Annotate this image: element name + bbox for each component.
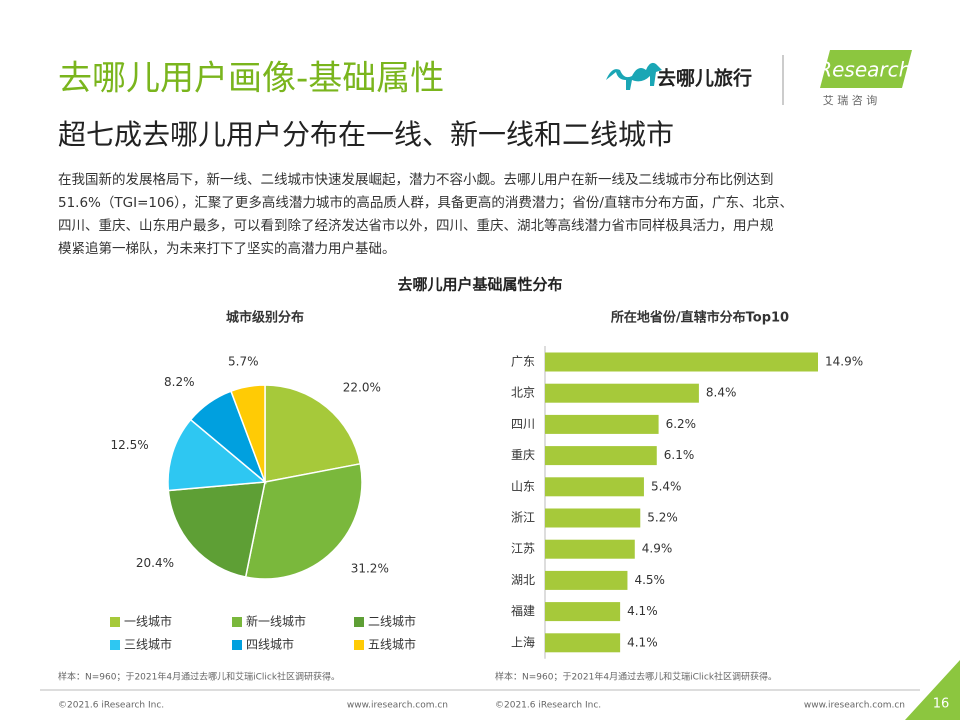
- title: 去哪儿用户画像-基础属性: [58, 59, 444, 99]
- category-label: 广东: [511, 355, 535, 369]
- legend-label: 一线城市: [124, 614, 172, 629]
- data-label: 5.7%: [228, 354, 259, 368]
- legend-swatch: [354, 640, 364, 650]
- partner-bg: [820, 50, 912, 88]
- data-label: 5.2%: [647, 511, 678, 525]
- category-label: 湖北: [511, 572, 535, 587]
- data-label: 8.4%: [706, 386, 737, 400]
- data-label: 5.4%: [651, 479, 682, 493]
- category-label: 山东: [511, 479, 535, 493]
- data-label: 22.0%: [343, 380, 381, 394]
- data-label: 6.1%: [664, 448, 695, 462]
- legend-swatch: [232, 640, 242, 650]
- bar: [545, 477, 644, 497]
- data-label: 4.9%: [642, 542, 673, 556]
- pie-slice: [264, 384, 362, 483]
- data-label: 20.4%: [136, 556, 174, 570]
- category-label: 上海: [511, 634, 535, 649]
- legend-swatch: [232, 617, 242, 627]
- page-number: 16: [933, 697, 950, 712]
- legend-label: 五线城市: [368, 637, 416, 652]
- partner-cn: 艾 瑞 咨 询: [823, 93, 878, 107]
- section-title: 去哪儿用户基础属性分布: [397, 276, 562, 294]
- data-label: 31.2%: [351, 561, 389, 575]
- bar: [545, 352, 818, 372]
- chart-title: 所在地省份/直辖市分布Top10: [611, 310, 789, 326]
- bar: [545, 539, 635, 559]
- brand-name: 去哪儿旅行: [657, 67, 752, 90]
- category-label: 浙江: [511, 511, 535, 525]
- pie-slice: [167, 418, 267, 492]
- data-label: 8.2%: [164, 375, 195, 389]
- pie-slice: [230, 384, 266, 483]
- legend-label: 三线城市: [124, 637, 172, 652]
- category-label: 福建: [511, 603, 535, 618]
- note: 样本：N=960；于2021年4月通过去哪儿和艾瑞iClick社区调研获得。: [58, 671, 340, 683]
- footer-url: www.iresearch.com.cn: [804, 701, 905, 711]
- data-label: 6.2%: [666, 417, 697, 431]
- legend-swatch: [110, 617, 120, 627]
- legend-swatch: [354, 617, 364, 627]
- category-label: 江苏: [511, 542, 535, 556]
- footer-copyright: ©2021.6 iResearch Inc.: [58, 701, 164, 711]
- legend-label: 四线城市: [246, 637, 294, 652]
- subtitle: 超七成去哪儿用户分布在一线、新一线和二线城市: [58, 118, 674, 151]
- legend-label: 新一线城市: [246, 614, 306, 629]
- footer-url: www.iresearch.com.cn: [347, 701, 448, 711]
- pie-slice: [244, 462, 363, 580]
- footer-copyright: ©2021.6 iResearch Inc.: [495, 701, 601, 711]
- legend-label: 二线城市: [368, 614, 416, 629]
- data-label: 14.9%: [825, 355, 863, 369]
- paragraph-line: 51.6%（TGI=106），汇聚了更多高线潜力城市的高品质人群，具备更高的消费…: [58, 194, 793, 211]
- brand-logo: 去哪儿旅行 iResearch 艾 瑞 咨 询: [606, 50, 912, 107]
- data-label: 12.5%: [110, 438, 148, 452]
- bar: [545, 570, 628, 590]
- bar: [545, 633, 621, 653]
- category-label: 重庆: [511, 448, 535, 462]
- bar: [545, 508, 641, 528]
- note: 样本：N=960；于2021年4月通过去哪儿和艾瑞iClick社区调研获得。: [495, 671, 777, 683]
- category-label: 四川: [511, 417, 535, 431]
- data-label: 4.1%: [627, 635, 658, 649]
- bar: [545, 602, 621, 622]
- paragraph-line: 模紧追第一梯队，为未来打下了坚实的高潜力用户基础。: [58, 240, 396, 257]
- paragraph-line: 在我国新的发展格局下，新一线、二线城市快速发展崛起，潜力不容小觑。去哪儿用户在新…: [58, 171, 774, 188]
- bar: [545, 414, 659, 434]
- chart-title: 城市级别分布: [226, 310, 304, 326]
- partner-name: iResearch: [813, 58, 912, 82]
- category-label: 北京: [511, 386, 535, 400]
- corner: [905, 660, 960, 720]
- data-label: 4.5%: [634, 573, 665, 587]
- bar: [545, 446, 657, 466]
- bar: [545, 383, 699, 403]
- data-label: 4.1%: [627, 604, 658, 618]
- camel-icon: [606, 62, 662, 90]
- paragraph-line: 四川、重庆、山东用户最多，可以看到除了经济发达省市以外，四川、重庆、湖北等高线潜…: [58, 217, 774, 234]
- legend-swatch: [110, 640, 120, 650]
- pie-slice: [167, 481, 266, 578]
